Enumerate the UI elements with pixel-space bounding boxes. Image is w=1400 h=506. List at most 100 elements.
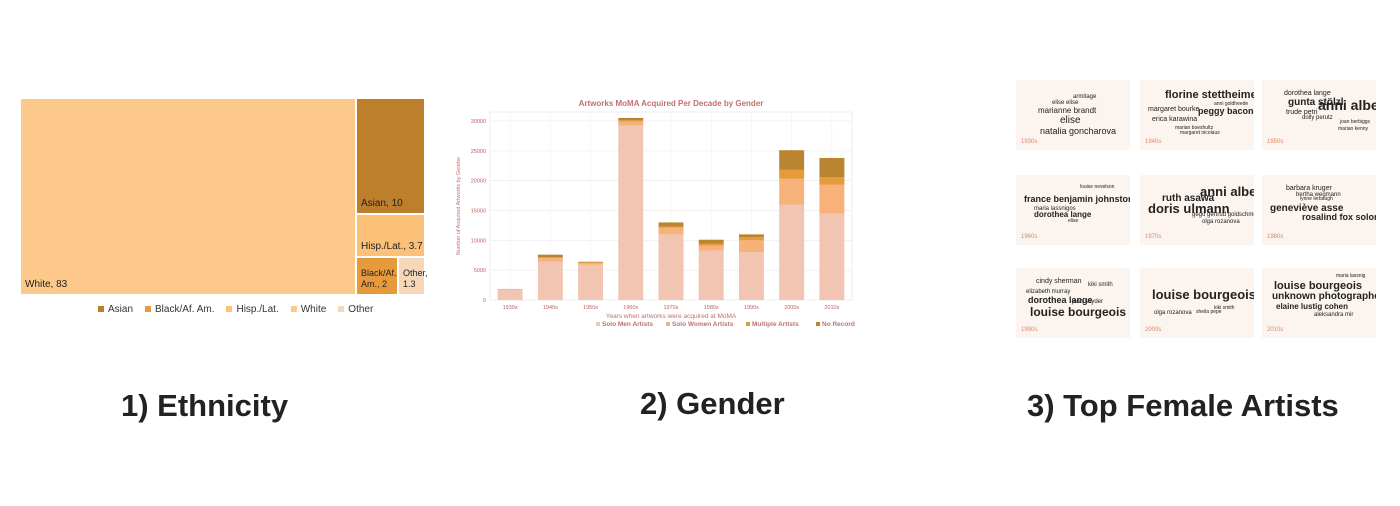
x-tick-label: 1970s xyxy=(664,305,679,311)
caption-ethnicity: 1) Ethnicity xyxy=(121,388,289,423)
x-tick-label: 2010s xyxy=(824,305,839,311)
ethnicity-treemap: White, 83 Asian, 10 Hisp./Lat., 3.7 Black/A… xyxy=(20,98,428,295)
wordcloud-2000s: louise bourgeois olga rozanova sheila pepe… xyxy=(1140,268,1254,338)
wordcloud-word: dorothea lange xyxy=(1284,90,1331,97)
wordcloud-1990s: cindy sherman kiki smith elizabeth murray d… xyxy=(1016,268,1130,338)
bar-segment xyxy=(779,150,805,170)
wordcloud-word: louise bourgeois xyxy=(1030,305,1127,319)
x-tick-label: 1930s xyxy=(503,305,518,311)
legend-item: Other xyxy=(338,304,373,315)
bar-segment xyxy=(698,250,724,300)
bar-segment xyxy=(497,289,523,290)
wordcloud-word: france benjamin johnston xyxy=(1024,194,1130,204)
legend-label: Hisp./Lat. xyxy=(236,304,279,315)
wordcloud-word: marian boeshultz xyxy=(1175,125,1214,131)
y-axis-label: Number of Acquired Artworks by Gender xyxy=(456,157,462,256)
wordcloud-word: olga rozanova xyxy=(1202,219,1240,225)
ethnicity-legend: Asian Black/Af. Am. Hisp./Lat. White Other xyxy=(98,304,385,315)
bar-segment xyxy=(658,222,684,227)
bar-segment xyxy=(738,234,764,238)
wordcloud-1980s: barbara kruger bertha wegmann lynne lerbau… xyxy=(1262,175,1376,245)
wordcloud-word: louise bourgeois xyxy=(1152,287,1254,302)
y-tick-label: 5000 xyxy=(474,268,486,274)
y-tick-label: 30000 xyxy=(471,119,486,125)
treemap-cell-label: Black/Af. Am., 2 xyxy=(361,268,397,289)
y-tick-label: 10000 xyxy=(471,238,486,244)
bar-segment xyxy=(779,178,805,205)
y-tick-label: 20000 xyxy=(471,179,486,185)
wordcloud-word: sheila pepe xyxy=(1196,309,1222,315)
caption-gender: 2) Gender xyxy=(640,386,785,421)
wordcloud-decade-label: 1980s xyxy=(1267,234,1284,240)
bar-segment xyxy=(738,237,764,241)
wordcloud-word: marian kenny xyxy=(1338,126,1369,132)
bar-segment xyxy=(779,169,805,179)
legend-label: Solo Men Artists xyxy=(602,321,653,328)
wordcloud-1960s: louise nevelson france benjamin johnston m… xyxy=(1016,175,1130,245)
bar-segment xyxy=(819,177,845,185)
legend-label: Solo Women Artists xyxy=(672,321,734,328)
chart-title: Artworks MoMA Acquired Per Decade by Gen… xyxy=(579,99,764,108)
wordcloud-word: margaret nicolaus xyxy=(1180,130,1220,136)
wordcloud-word: geneviève asse xyxy=(1270,203,1344,214)
wordcloud-word: anni goldheede xyxy=(1214,101,1249,107)
legend-swatch xyxy=(290,306,297,313)
bar-segment xyxy=(618,121,644,126)
wordcloud-word: gego gertrud goldschmidt xyxy=(1192,212,1254,218)
bar-segment xyxy=(537,257,563,259)
x-tick-label: 1940s xyxy=(543,305,558,311)
wordcloud-2010s: maria lassnig louise bourgeois unknown pho… xyxy=(1262,268,1376,338)
wordcloud-decade-label: 1990s xyxy=(1021,327,1038,333)
bar-segment xyxy=(537,261,563,300)
bar-segment xyxy=(658,226,684,228)
wordcloud-word: doris ulmann xyxy=(1148,201,1230,216)
treemap-cell-white: White, 83 xyxy=(20,98,356,295)
legend-item: Black/Af. Am. xyxy=(145,304,214,315)
bar-segment xyxy=(578,264,604,300)
bar-segment xyxy=(618,117,644,121)
treemap-cell-asian: Asian, 10 xyxy=(356,98,425,214)
legend-swatch xyxy=(145,306,152,313)
wordcloud-word: ruth asawa xyxy=(1162,193,1215,204)
treemap-cell-label: Hisp./Lat., 3.7 xyxy=(361,241,423,252)
wordcloud-word: natalia goncharova xyxy=(1040,126,1117,136)
legend-swatch xyxy=(596,322,600,326)
caption-top-female-artists: 3) Top Female Artists xyxy=(1027,388,1339,423)
wordcloud-word: cindy sherman xyxy=(1036,278,1082,285)
wordcloud-word: elizabeth murray xyxy=(1026,289,1071,295)
wordcloud-word: joan berbiggs xyxy=(1340,119,1371,125)
bar-segment xyxy=(779,204,805,300)
wordcloud-word: louise nevelson xyxy=(1080,184,1115,190)
wordcloud-decade-label: 2000s xyxy=(1145,327,1162,333)
wordcloud-word: kiki smith xyxy=(1214,305,1235,311)
wordcloud-word: anni albers xyxy=(1200,184,1254,199)
legend-swatch xyxy=(338,306,345,313)
legend-item: Hisp./Lat. xyxy=(226,304,279,315)
wordcloud-decade-label: 1970s xyxy=(1145,234,1162,240)
legend-swatch xyxy=(746,322,750,326)
bar-segment xyxy=(738,252,764,300)
bar-segment xyxy=(537,258,563,262)
wordcloud-decade-label: 1950s xyxy=(1267,139,1284,145)
bar-segment xyxy=(698,239,724,244)
y-tick-label: 25000 xyxy=(471,149,486,155)
legend-label: Multiple Artists xyxy=(752,321,799,328)
y-tick-label: 0 xyxy=(483,298,486,304)
wordcloud-word: maria lassnig xyxy=(1336,273,1366,279)
wordcloud-1930s: armitage elise elise marianne brandt elise n… xyxy=(1016,80,1130,150)
legend-label: White xyxy=(300,304,327,315)
wordcloud-word: joan snyder xyxy=(1072,299,1104,305)
x-tick-label: 1980s xyxy=(704,305,719,311)
bar-segment xyxy=(578,262,604,263)
x-axis-label: Years when artworks were acquired at MoM… xyxy=(606,313,737,320)
wordcloud-word: margaret bourke xyxy=(1148,106,1200,113)
wordcloud-word: dolly perutz xyxy=(1302,115,1333,121)
wordcloud-word: dorothea lange xyxy=(1028,295,1093,305)
bar-segment xyxy=(698,243,724,246)
wordcloud-word: elise elise xyxy=(1052,100,1079,106)
wordcloud-decade-label: 1940s xyxy=(1145,139,1162,145)
bar-segment xyxy=(537,254,563,258)
x-tick-label: 1990s xyxy=(744,305,759,311)
